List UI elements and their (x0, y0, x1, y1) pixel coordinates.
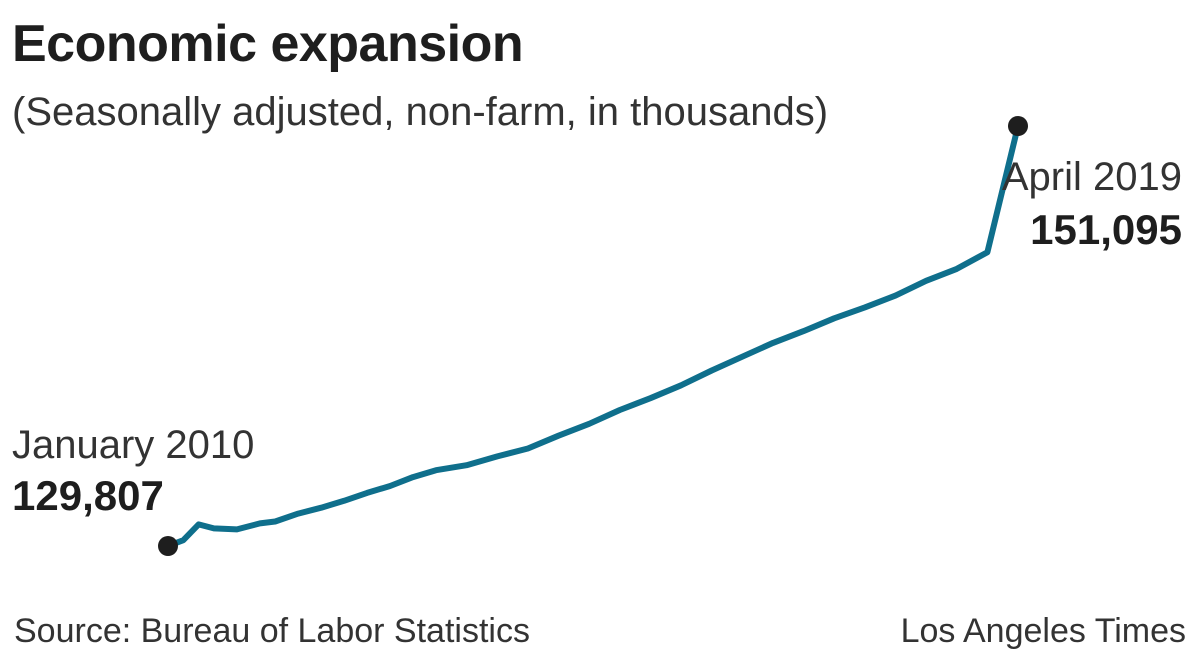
chart-title: Economic expansion (12, 15, 524, 73)
end-point-marker (1008, 116, 1028, 136)
employment-line (165, 123, 1021, 549)
publisher-credit: Los Angeles Times (900, 612, 1186, 650)
end-value-label: 151,095 (1030, 206, 1182, 253)
chart-subtitle: (Seasonally adjusted, non-farm, in thous… (12, 90, 829, 134)
start-point-marker (158, 536, 178, 556)
plot-area: January 2010 129,807 April 2019 151,095 (12, 116, 1182, 556)
end-date-label: April 2019 (1002, 155, 1182, 199)
start-value-label: 129,807 (12, 472, 164, 519)
start-date-label: January 2010 (12, 423, 254, 467)
source-note: Source: Bureau of Labor Statistics (14, 612, 530, 650)
